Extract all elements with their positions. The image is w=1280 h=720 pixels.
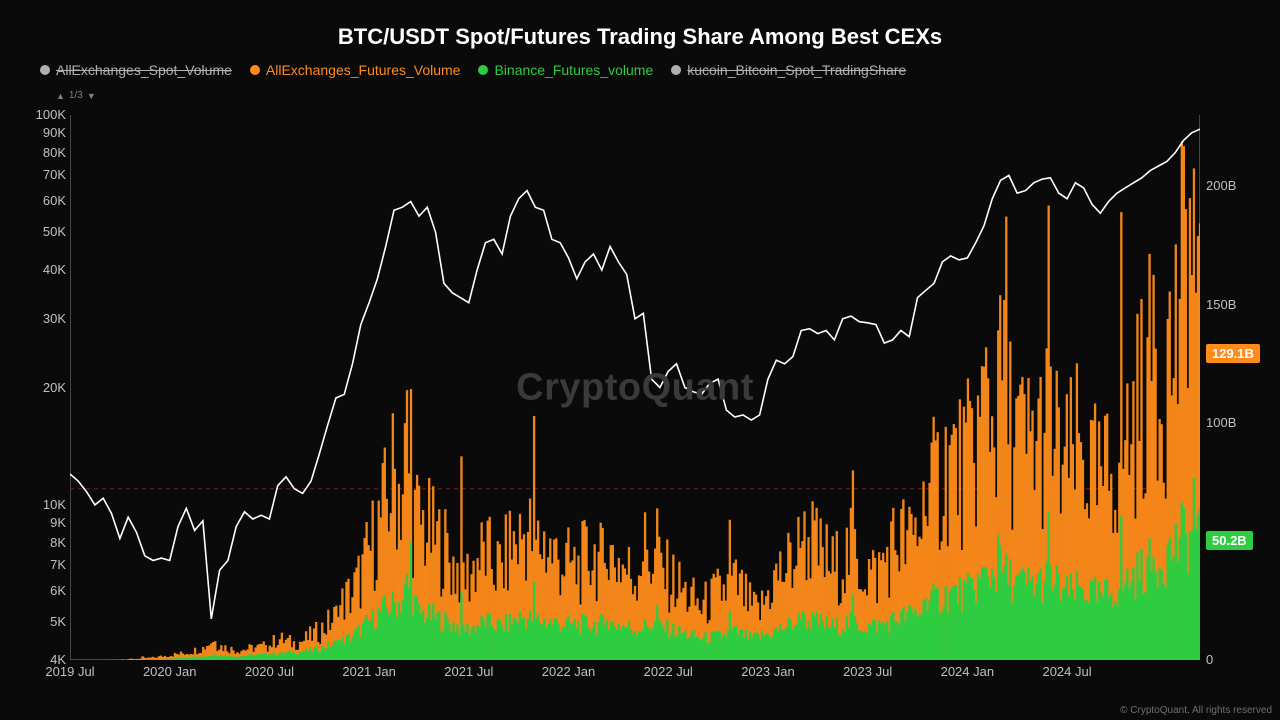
futures-all-bars bbox=[103, 142, 1200, 660]
x-tick-label: 2024 Jul bbox=[1042, 664, 1091, 679]
x-tick-label: 2020 Jan bbox=[143, 664, 197, 679]
x-tick-label: 2021 Jul bbox=[444, 664, 493, 679]
legend-item[interactable]: AllExchanges_Futures_Volume bbox=[250, 62, 461, 78]
y-left-tick-label: 60K bbox=[43, 193, 66, 208]
x-tick-label: 2022 Jan bbox=[542, 664, 596, 679]
legend-dot-icon bbox=[671, 65, 681, 75]
y-left-tick-label: 40K bbox=[43, 262, 66, 277]
y-left-tick-label: 7K bbox=[50, 557, 66, 572]
paginator-up-icon: ▲ bbox=[56, 91, 65, 101]
y-left-tick-label: 8K bbox=[50, 535, 66, 550]
x-tick-label: 2024 Jan bbox=[941, 664, 995, 679]
legend-label: AllExchanges_Spot_Volume bbox=[56, 62, 232, 78]
y-left-tick-label: 80K bbox=[43, 145, 66, 160]
y-left-tick-label: 100K bbox=[36, 107, 66, 122]
legend-item[interactable]: AllExchanges_Spot_Volume bbox=[40, 62, 232, 78]
legend-label: AllExchanges_Futures_Volume bbox=[266, 62, 461, 78]
x-tick-label: 2019 Jul bbox=[45, 664, 94, 679]
y-right-tick-label: 0 bbox=[1206, 652, 1213, 667]
legend-item[interactable]: Binance_Futures_volume bbox=[478, 62, 653, 78]
chart-container: BTC/USDT Spot/Futures Trading Share Amon… bbox=[0, 0, 1280, 720]
y-left-tick-label: 30K bbox=[43, 311, 66, 326]
value-badge: 129.1B bbox=[1206, 344, 1260, 363]
y-right-tick-label: 200B bbox=[1206, 178, 1236, 193]
x-tick-label: 2020 Jul bbox=[245, 664, 294, 679]
chart-svg bbox=[70, 115, 1200, 660]
legend-label: Binance_Futures_volume bbox=[494, 62, 653, 78]
y-left-tick-label: 10K bbox=[43, 497, 66, 512]
legend: AllExchanges_Spot_Volume AllExchanges_Fut… bbox=[40, 62, 906, 78]
legend-dot-icon bbox=[250, 65, 260, 75]
x-tick-label: 2023 Jul bbox=[843, 664, 892, 679]
y-left-tick-label: 5K bbox=[50, 614, 66, 629]
y-left-tick-label: 50K bbox=[43, 224, 66, 239]
copyright: © CryptoQuant. All rights reserved bbox=[1120, 705, 1272, 716]
legend-dot-icon bbox=[478, 65, 488, 75]
legend-paginator[interactable]: ▲ 1/3 ▼ bbox=[56, 90, 96, 101]
y-left-tick-label: 70K bbox=[43, 167, 66, 182]
legend-label: kucoin_Bitcoin_Spot_TradingShare bbox=[687, 62, 906, 78]
legend-item[interactable]: kucoin_Bitcoin_Spot_TradingShare bbox=[671, 62, 906, 78]
y-right-tick-label: 100B bbox=[1206, 415, 1236, 430]
x-tick-label: 2022 Jul bbox=[644, 664, 693, 679]
value-badge: 50.2B bbox=[1206, 531, 1253, 550]
legend-dot-icon bbox=[40, 65, 50, 75]
x-tick-label: 2023 Jan bbox=[741, 664, 795, 679]
chart-title: BTC/USDT Spot/Futures Trading Share Amon… bbox=[0, 24, 1280, 50]
paginator-text: 1/3 bbox=[69, 90, 83, 101]
plot-area: CryptoQuant bbox=[70, 115, 1200, 660]
y-left-tick-label: 90K bbox=[43, 125, 66, 140]
y-left-tick-label: 6K bbox=[50, 583, 66, 598]
paginator-down-icon: ▼ bbox=[87, 91, 96, 101]
y-left-tick-label: 20K bbox=[43, 380, 66, 395]
x-tick-label: 2021 Jan bbox=[342, 664, 396, 679]
y-right-tick-label: 150B bbox=[1206, 297, 1236, 312]
y-left-tick-label: 9K bbox=[50, 515, 66, 530]
